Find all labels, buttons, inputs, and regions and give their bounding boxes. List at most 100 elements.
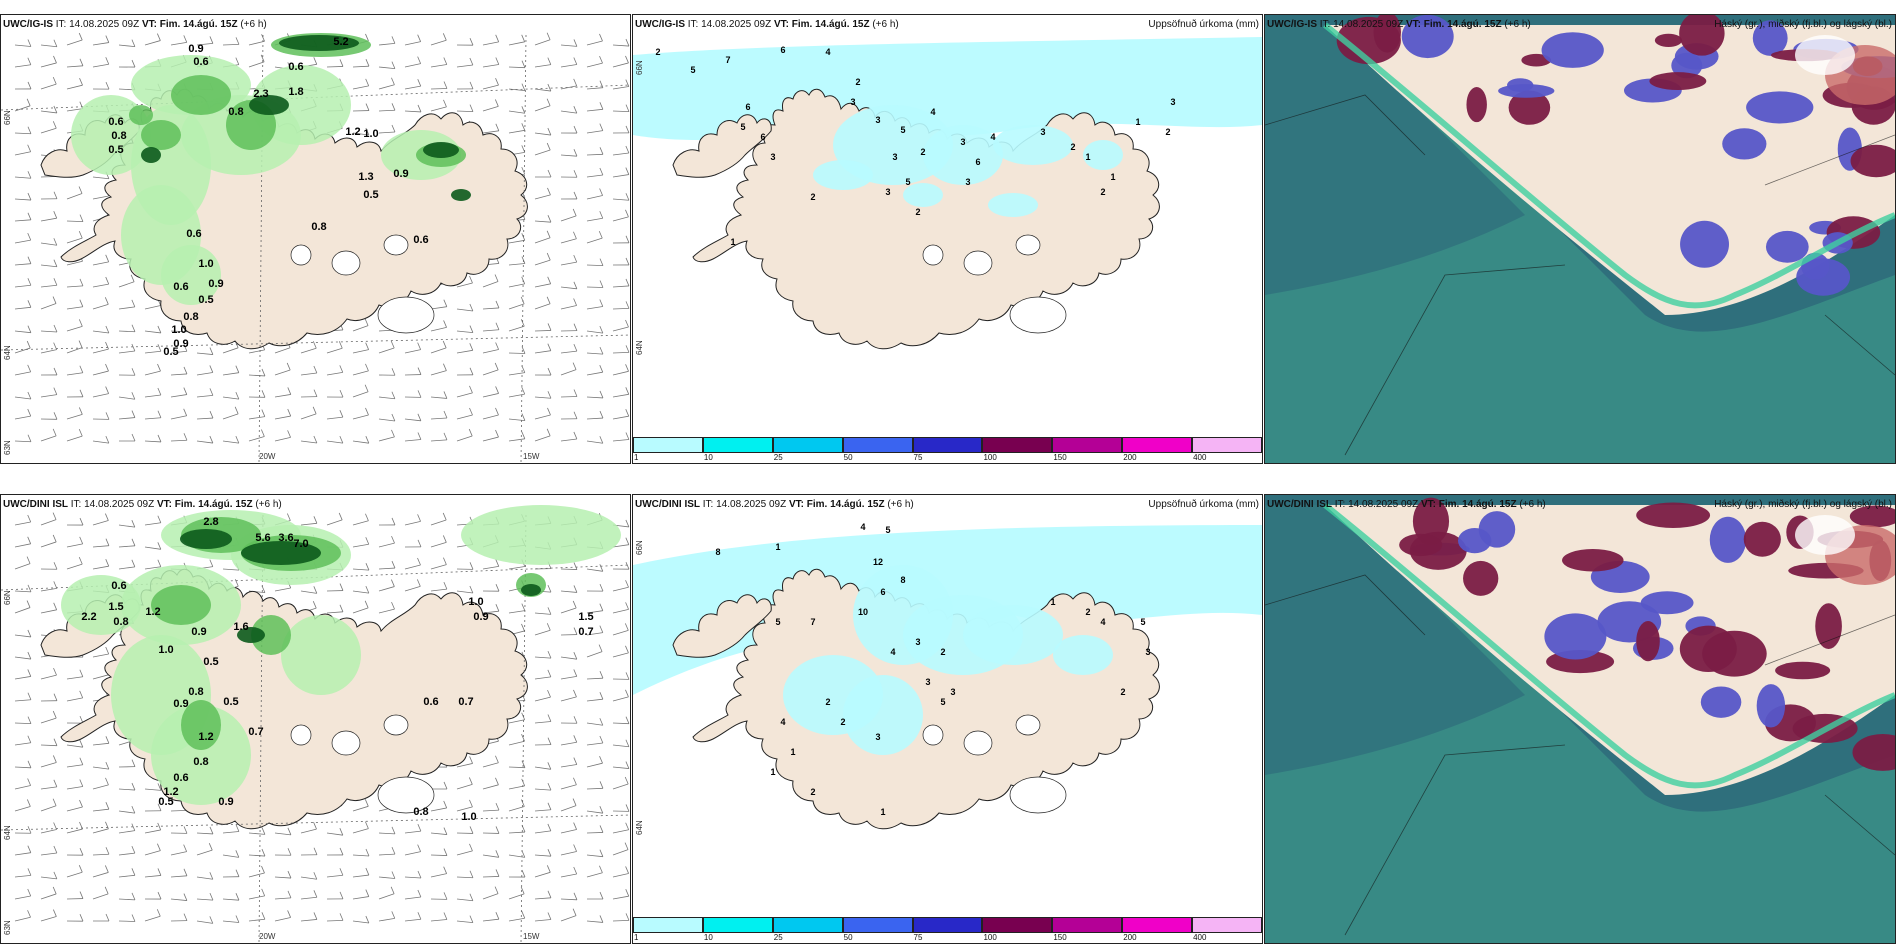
wind-barb: [144, 891, 162, 900]
wind-barb: [612, 562, 630, 570]
wind-barb: [144, 434, 162, 443]
wind-barb: [326, 583, 344, 592]
wind-barb: [196, 435, 214, 444]
value-label: 0.5: [158, 796, 173, 808]
wind-barb: [508, 386, 526, 398]
wind-barb: [118, 868, 136, 878]
wind-barb: [222, 435, 240, 444]
wind-barb: [118, 274, 135, 288]
wind-barb: [560, 777, 577, 790]
wind-barb: [196, 388, 214, 398]
wind-barb: [612, 537, 630, 548]
wind-barb: [40, 779, 58, 790]
vt-value: Fim. 14.ágú. 15Z: [159, 19, 238, 30]
wind-barb: [612, 672, 630, 680]
panel-ig-wind: 5.2 0.9 0.6 0.6 2.3 1.8 0.8 0.6 0.8 0.5 1.2 1.0 0.9 1…: [0, 14, 631, 464]
value-label: 0.7: [578, 626, 593, 638]
wind-barb: [508, 34, 526, 46]
panel-model: UWC/DINI ISL: [1267, 499, 1332, 510]
colorbar-swatch: [912, 437, 983, 453]
wind-barb: [66, 340, 83, 354]
precip-area-light: [461, 505, 621, 565]
wind-barb: [14, 81, 32, 90]
value-label: 0.5: [363, 189, 378, 201]
wind-barb: [430, 892, 448, 900]
wind-barb: [40, 121, 57, 134]
wind-barb: [14, 868, 32, 878]
wind-barb: [118, 368, 136, 376]
wind-barb: [66, 428, 83, 442]
precip-area-heavy: [249, 95, 289, 115]
vt-label: VT:: [773, 19, 789, 30]
latitude-label: 64N: [635, 820, 644, 835]
wind-barb: [404, 104, 422, 113]
wind-precip-map: 2.8 5.6 3.6 7.0 1.0 0.9 0.6 1.5 0.8 2.2 1.2 0.9 1.6 1…: [1, 505, 630, 943]
mid-cloud-patch: [1743, 521, 1781, 557]
wind-barb: [612, 889, 630, 900]
wind-barb: [560, 298, 577, 310]
wind-barb: [508, 60, 526, 69]
value-label: 3: [1040, 127, 1045, 137]
wind-barb: [40, 512, 57, 526]
wind-barb: [326, 410, 344, 420]
wind-barb: [456, 275, 473, 288]
wind-barb: [352, 318, 369, 332]
border-line: [1344, 264, 1566, 456]
value-label: 0.9: [473, 611, 488, 623]
glacier: [377, 776, 435, 814]
wind-barb: [14, 692, 32, 702]
wind-barb: [326, 365, 344, 376]
wind-barb: [430, 848, 448, 856]
wind-barb: [118, 759, 136, 768]
wind-barb: [430, 33, 447, 46]
wind-barb: [456, 325, 474, 333]
wind-barb: [534, 252, 551, 266]
wind-barb: [14, 760, 32, 769]
panel-title: UWC/IG-IS IT: 14.08.2025 09Z VT: Fim. 14…: [635, 19, 899, 30]
value-label: 4: [990, 132, 995, 142]
wind-barb: [222, 365, 240, 376]
wind-barb: [14, 799, 31, 812]
wind-barb: [14, 364, 32, 376]
wind-barb: [352, 407, 369, 420]
wind-barb: [66, 78, 83, 90]
value-label: 8: [715, 547, 720, 557]
wind-barb: [14, 39, 32, 47]
value-label: 2: [915, 207, 920, 217]
wind-barb: [92, 386, 109, 398]
wind-barb: [92, 913, 110, 922]
wind-barb: [378, 61, 396, 70]
wind-barb: [612, 580, 629, 592]
wind-barb: [196, 365, 214, 376]
wind-barb: [118, 343, 136, 354]
precip-area-light: [151, 705, 251, 805]
value-label: 0.5: [198, 294, 213, 306]
value-label: 0.6: [288, 61, 303, 73]
panel-model: UWC/DINI ISL: [3, 499, 68, 510]
value-label: 5: [690, 65, 695, 75]
wind-barb: [586, 756, 603, 768]
lead-time: (+6 h): [240, 19, 267, 30]
wind-barb: [326, 828, 344, 836]
wind-barb: [430, 581, 448, 592]
wind-barb: [40, 211, 58, 222]
value-label: 3: [965, 177, 970, 187]
colorbar-label: 25: [773, 933, 783, 942]
wind-barb: [612, 145, 630, 156]
wind-barb: [66, 278, 84, 288]
wind-barb: [14, 278, 32, 288]
value-label: 5: [775, 617, 780, 627]
wind-barb: [40, 259, 58, 268]
wind-barb: [300, 435, 318, 444]
wind-barb: [352, 848, 370, 857]
wind-barb: [508, 413, 526, 421]
wind-barb: [534, 343, 552, 354]
latitude-line: [1, 334, 630, 351]
cloud-cover-map: [1265, 15, 1895, 463]
wind-barb: [560, 431, 578, 442]
wind-barb: [456, 367, 474, 376]
wind-barb: [222, 824, 240, 834]
precip-area-medium: [129, 105, 153, 125]
wind-barb: [326, 389, 344, 398]
wind-barb: [508, 603, 526, 614]
